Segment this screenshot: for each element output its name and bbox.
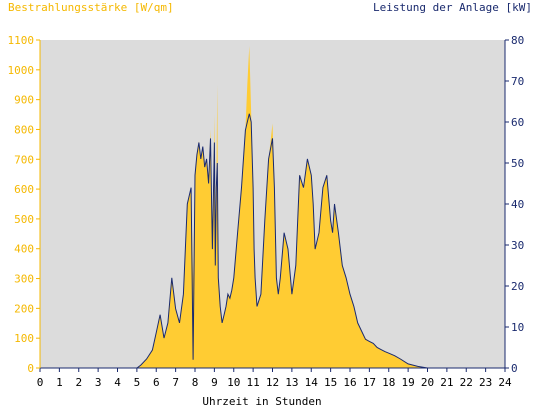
x-tick-label: 12: [266, 376, 279, 389]
x-tick-label: 11: [247, 376, 260, 389]
y-right-tick-label: 20: [511, 280, 524, 293]
y-left-tick-label: 700: [14, 153, 34, 166]
x-tick-label: 3: [95, 376, 102, 389]
y-left-tick-label: 900: [14, 94, 34, 107]
x-tick-label: 18: [382, 376, 395, 389]
x-tick-label: 24: [498, 376, 512, 389]
x-tick-label: 23: [479, 376, 492, 389]
x-tick-label: 17: [363, 376, 376, 389]
irradiance-area: [40, 46, 505, 368]
x-tick-label: 21: [440, 376, 453, 389]
y-left-tick-label: 800: [14, 123, 34, 136]
x-tick-label: 0: [37, 376, 44, 389]
y-left-tick-label: 500: [14, 213, 34, 226]
y-left-tick-label: 1100: [8, 34, 35, 47]
y-left-tick-label: 300: [14, 273, 34, 286]
x-tick-label: 16: [343, 376, 356, 389]
y-right-tick-label: 0: [511, 362, 518, 375]
y-left-tick-label: 1000: [8, 64, 35, 77]
x-tick-label: 9: [211, 376, 218, 389]
y-left-tick-label: 100: [14, 332, 34, 345]
left-axis-title: Bestrahlungsstärke [W/qm]: [8, 1, 174, 14]
x-tick-label: 15: [324, 376, 337, 389]
y-left-tick-label: 200: [14, 302, 34, 315]
y-right-tick-label: 40: [511, 198, 524, 211]
power-line: [40, 113, 505, 369]
x-tick-label: 5: [134, 376, 141, 389]
ticks-layer: 0 1 2 3 4 5 6 7 8 9 10 11 12 13 14 15 16 17 18 19 20 21 22 23 24…: [8, 34, 525, 389]
x-tick-label: 2: [75, 376, 82, 389]
x-tick-label: 8: [192, 376, 199, 389]
x-tick-label: 22: [460, 376, 473, 389]
x-axis-title: Uhrzeit in Stunden: [202, 395, 321, 408]
y-right-tick-label: 60: [511, 116, 524, 129]
y-right-tick-label: 80: [511, 34, 524, 47]
y-right-tick-label: 30: [511, 239, 524, 252]
x-tick-label: 1: [56, 376, 63, 389]
x-tick-label: 6: [153, 376, 160, 389]
x-tick-label: 7: [172, 376, 179, 389]
series-layer: [40, 46, 505, 369]
y-left-tick-label: 400: [14, 243, 34, 256]
x-tick-label: 19: [402, 376, 415, 389]
x-tick-label: 10: [227, 376, 240, 389]
y-left-tick-label: 0: [27, 362, 34, 375]
x-tick-label: 20: [421, 376, 434, 389]
x-tick-label: 13: [285, 376, 298, 389]
x-tick-label: 4: [114, 376, 121, 389]
right-axis-title: Leistung der Anlage [kW]: [373, 1, 532, 14]
y-right-tick-label: 10: [511, 321, 524, 334]
x-tick-label: 14: [305, 376, 319, 389]
y-right-tick-label: 70: [511, 75, 524, 88]
y-left-tick-label: 600: [14, 183, 34, 196]
y-right-tick-label: 50: [511, 157, 524, 170]
